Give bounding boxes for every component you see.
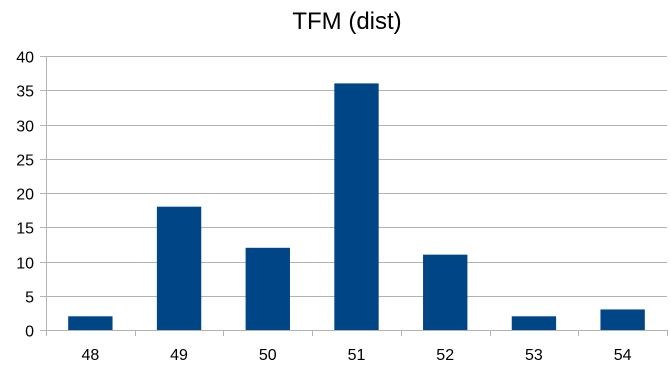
bar-52 xyxy=(423,254,468,330)
x-axis-tick-labels: 48 49 50 51 52 53 54 xyxy=(81,347,631,364)
bar-51 xyxy=(334,83,379,331)
y-tick-label: 5 xyxy=(25,290,34,307)
y-tick-label: 20 xyxy=(16,187,34,204)
bar-54 xyxy=(600,309,645,330)
chart-title: TFM (dist) xyxy=(292,8,401,35)
bar-50 xyxy=(245,247,290,330)
x-tick-label: 54 xyxy=(614,347,632,364)
bar-48 xyxy=(68,316,113,330)
y-tick-label: 15 xyxy=(16,221,34,238)
y-tick-label: 10 xyxy=(16,256,34,273)
y-tick-label: 25 xyxy=(16,153,34,170)
x-tick-label: 53 xyxy=(525,347,543,364)
y-tick-label: 30 xyxy=(16,119,34,136)
bar-49 xyxy=(156,206,202,330)
bars xyxy=(68,83,645,331)
x-tick-label: 48 xyxy=(81,347,99,364)
x-tick-label: 51 xyxy=(348,347,366,364)
bar-53 xyxy=(511,316,557,330)
x-tick-label: 52 xyxy=(436,347,454,364)
y-tick-label: 40 xyxy=(16,50,34,67)
y-tick-label: 0 xyxy=(25,324,34,341)
axes xyxy=(40,56,668,336)
x-tick-label: 50 xyxy=(259,347,277,364)
x-tick-label: 49 xyxy=(170,347,188,364)
y-axis-tick-labels: 0 5 10 15 20 25 30 35 40 xyxy=(16,50,34,341)
y-tick-label: 35 xyxy=(16,84,34,101)
